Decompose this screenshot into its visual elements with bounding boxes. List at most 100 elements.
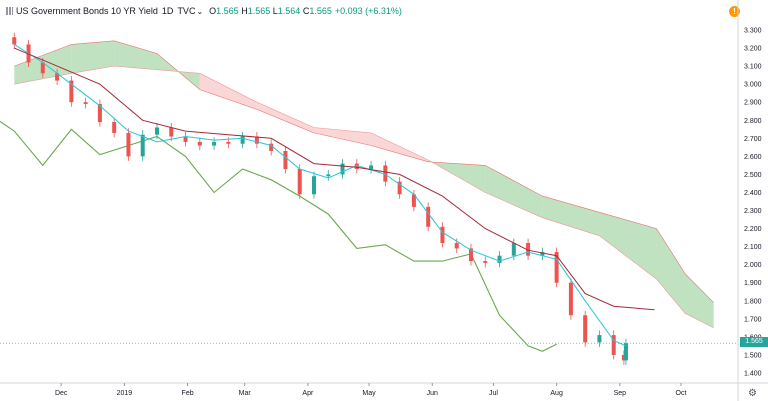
candle-body [297,169,302,195]
x-tick-label: Jun [427,390,438,397]
y-tick-label: 2.600 [744,154,762,161]
symbol-title[interactable]: US Government Bonds 10 YR Yield [16,6,158,16]
kijun-sen-line [14,47,655,311]
candle-body [169,127,174,137]
candle-body [69,80,74,103]
chart-header: US Government Bonds 10 YR Yield 1D TVC⌄ O1.… [0,0,768,22]
y-tick-label: 2.900 [744,100,762,107]
cloud-bullish-segment [685,273,714,328]
candle-body [55,73,60,81]
candle-body [554,252,559,283]
candle-body [454,243,459,249]
candle-body [369,165,374,170]
x-tick-label: Mar [239,390,252,397]
y-tick-label: 3.000 [744,82,762,89]
candle-body [568,282,573,316]
y-tick-label: 2.100 [744,244,762,251]
tenkan-sen-line [14,43,627,347]
candle-body [383,165,388,182]
candle-body [126,132,131,157]
candle-body [497,255,502,263]
y-tick-label: 2.700 [744,136,762,143]
cloud-bearish-segment [256,102,314,133]
candle-body [140,134,145,157]
interval-label[interactable]: 1D [161,6,174,16]
cloud-bearish-segment [313,127,372,146]
close-label: C [302,6,310,16]
chevron-down-icon[interactable]: ⌄ [196,7,204,16]
high-label: H [241,6,248,16]
low-value: 1.564 [277,6,301,16]
candle-body [12,37,17,45]
y-tick-label: 1.800 [744,298,762,305]
y-tick-label: 2.800 [744,118,762,125]
close-value: 1.565 [309,6,332,16]
open-label: O [209,6,217,16]
x-tick-label: Oct [676,390,687,397]
low-label: L [272,6,278,16]
candle-body [511,243,516,256]
candle-body [611,335,616,355]
candle-body [440,226,445,244]
candle-body [597,335,602,343]
cloud-bullish-segment [542,196,600,236]
gear-icon[interactable]: ⚙ [748,388,757,399]
candle-body [426,206,431,227]
candle-body [311,176,316,195]
candle-body [411,194,416,207]
y-tick-label: 2.300 [744,208,762,215]
y-tick-label: 1.500 [744,352,762,359]
candle-body [468,248,473,262]
cloud-bullish-segment [71,40,115,74]
open-value: 1.565 [216,6,239,16]
candle-body [623,343,628,361]
cloud-bullish-segment [485,165,543,218]
senkou-span-a-line [14,40,714,303]
y-tick-label: 1.900 [744,280,762,287]
candle-body [112,122,117,133]
ohlc-values: O1.565 H1.565 L1.564 C1.565 [209,6,332,16]
candle-body [212,141,217,146]
candle-body [97,104,102,123]
alert-icon[interactable]: ! [729,6,740,17]
y-tick-label: 3.200 [744,46,762,53]
candle-body [154,127,159,135]
chikou-span-line [0,120,557,352]
x-tick-label: Sep [614,390,627,397]
exchange-label: TVC [177,6,196,16]
y-tick-label: 1.700 [744,316,762,323]
x-tick-label: Dec [55,390,68,397]
x-tick-label: Jul [489,390,498,397]
y-tick-label: 1.400 [744,371,762,378]
candle-body [226,141,231,144]
last-price-tag: 1.565 [740,337,768,347]
y-tick-label: 2.000 [744,262,762,269]
symbol-legend[interactable]: US Government Bonds 10 YR Yield 1D TVC⌄ O1.… [6,6,402,16]
candle-body [583,315,588,343]
candle-body [621,354,626,361]
candle-body [197,141,202,146]
cloud-bullish-segment [656,228,686,314]
cloud-bullish-segment [114,40,157,70]
candle-body [340,163,345,175]
high-value: 1.565 [247,6,271,16]
candle-body [254,136,259,144]
candle-body [283,150,288,170]
symbol-type-icon [6,7,13,15]
y-tick-label: 3.300 [744,28,762,35]
x-tick-label: May [362,390,376,397]
change-value: +0.093 (+6.31%) [334,6,402,16]
y-tick-label: 3.100 [744,64,762,71]
candle-body [326,174,331,177]
cloud-bearish-segment [371,132,429,162]
x-tick-label: Aug [550,390,563,397]
candle-body [354,163,359,170]
candle-body [397,181,402,195]
candle-body [83,102,88,105]
x-tick-label: 2019 [117,390,133,397]
cloud-bearish-segment [199,73,257,110]
candle-body [240,136,245,144]
candle-body [40,62,45,74]
senkou-span-b-line [14,65,714,329]
